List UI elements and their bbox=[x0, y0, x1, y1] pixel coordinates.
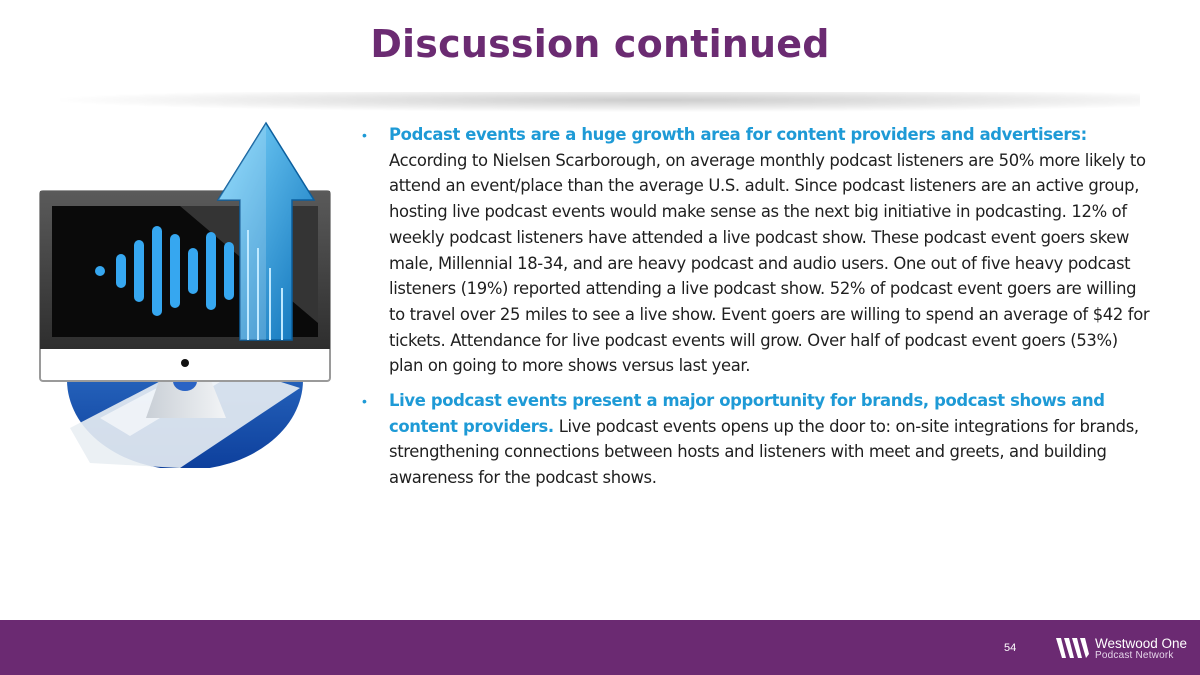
bullet-lead: Live podcast events present a major oppo… bbox=[389, 391, 1105, 436]
bullet-body: According to Nielsen Scarborough, on ave… bbox=[389, 150, 1150, 376]
bullet-lead: Podcast events are a huge growth area fo… bbox=[389, 125, 1081, 144]
bullet-dot: • bbox=[362, 127, 367, 143]
bullet-paragraph: Podcast events are a huge growth area fo… bbox=[389, 122, 1152, 379]
monitor-stand bbox=[146, 378, 226, 418]
bullet-lead-suffix: : bbox=[1080, 125, 1088, 144]
westwood-logo-mark-icon bbox=[1056, 638, 1089, 658]
logo-subtitle: Podcast Network bbox=[1095, 650, 1174, 661]
bullet-dot: • bbox=[362, 393, 367, 410]
bullet-item-growth: • Podcast events are a huge growth area … bbox=[362, 122, 1152, 379]
title-divider-shadow bbox=[60, 92, 1140, 112]
growth-arrow-icon bbox=[216, 121, 316, 341]
bullet-body: Live podcast events opens up the door to… bbox=[389, 416, 1139, 488]
bullet-item-opportunity: • Live podcast events present a major op… bbox=[362, 388, 1152, 491]
westwood-one-logo: Westwood One Podcast Network bbox=[1056, 636, 1188, 661]
footer-bar bbox=[0, 620, 1200, 675]
podcast-monitor-illustration bbox=[30, 118, 345, 468]
bullet-paragraph: Live podcast events present a major oppo… bbox=[389, 388, 1152, 491]
logo-name: Westwood One bbox=[1095, 636, 1188, 651]
sound-wave-icon bbox=[95, 226, 251, 316]
page-number: 54 bbox=[1004, 642, 1017, 654]
discussion-content: • Podcast events are a huge growth area … bbox=[362, 122, 1152, 500]
slide-title: Discussion continued bbox=[370, 22, 830, 66]
monitor-power-dot bbox=[181, 359, 189, 367]
